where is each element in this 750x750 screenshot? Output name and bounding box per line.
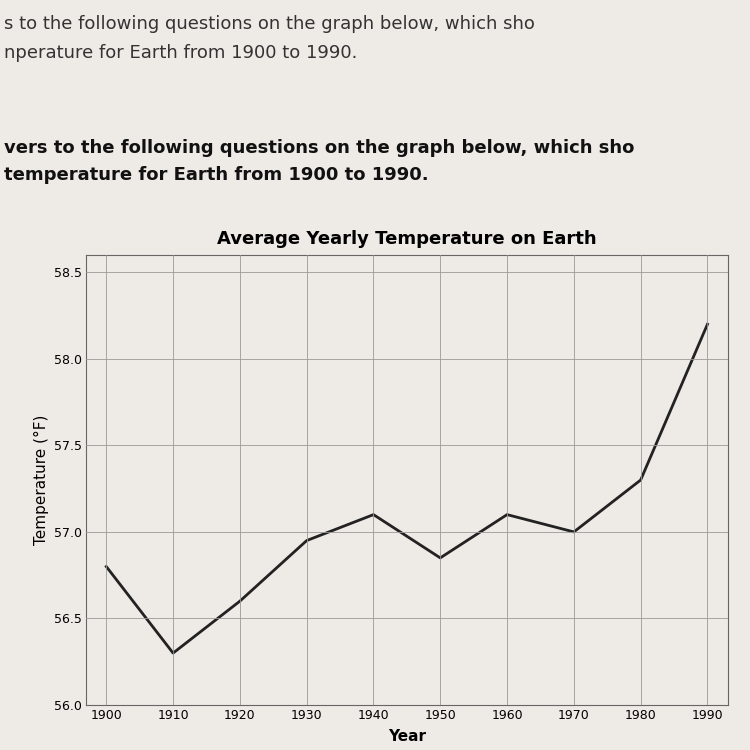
- Text: nperature for Earth from 1900 to 1990.: nperature for Earth from 1900 to 1990.: [4, 44, 357, 62]
- Title: Average Yearly Temperature on Earth: Average Yearly Temperature on Earth: [217, 230, 597, 248]
- Text: vers to the following questions on the graph below, which sho: vers to the following questions on the g…: [4, 139, 634, 157]
- Text: temperature for Earth from 1900 to 1990.: temperature for Earth from 1900 to 1990.: [4, 166, 428, 184]
- Text: s to the following questions on the graph below, which sho: s to the following questions on the grap…: [4, 15, 535, 33]
- X-axis label: Year: Year: [388, 729, 426, 744]
- Y-axis label: Temperature (°F): Temperature (°F): [34, 415, 49, 545]
